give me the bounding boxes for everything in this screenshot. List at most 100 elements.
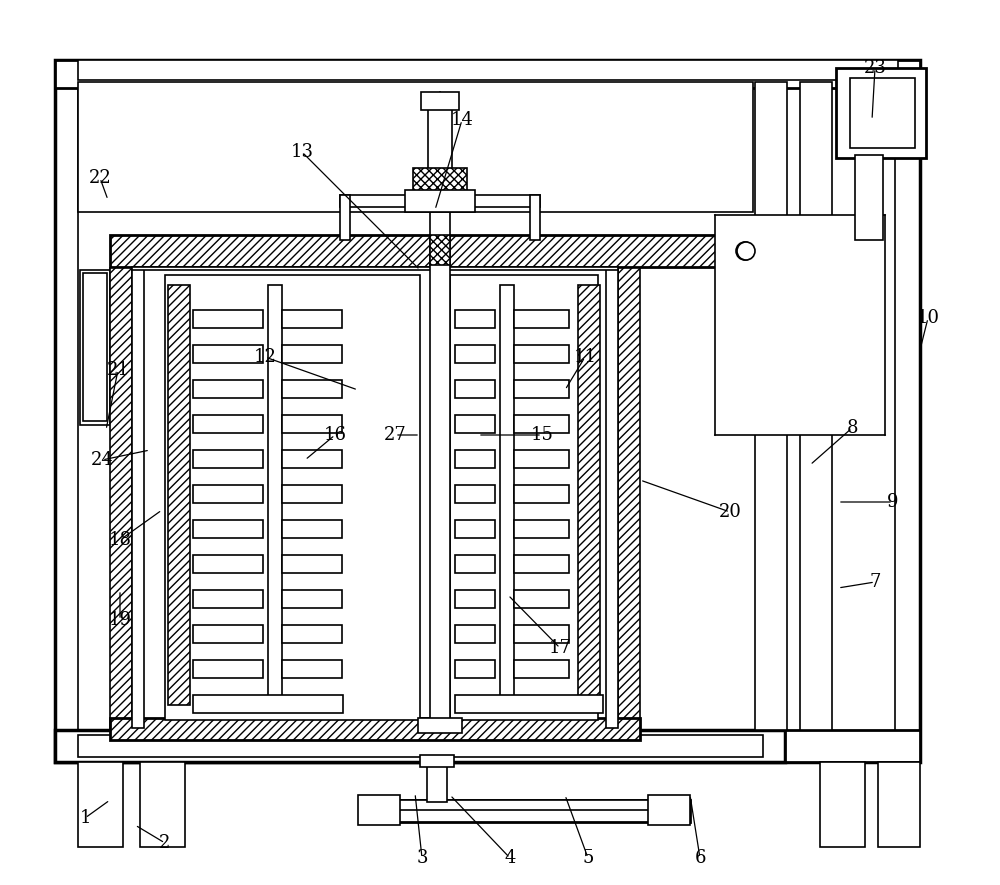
Bar — [455, 345, 495, 363]
Bar — [193, 555, 263, 573]
Bar — [193, 345, 263, 363]
Text: 27: 27 — [384, 426, 406, 444]
Bar — [132, 268, 144, 728]
Bar — [110, 268, 132, 728]
Text: 10: 10 — [916, 309, 940, 327]
Bar — [268, 285, 282, 705]
Bar — [455, 520, 495, 538]
Bar — [785, 730, 920, 762]
Bar — [55, 60, 920, 88]
Text: 5: 5 — [582, 849, 594, 867]
Bar — [514, 555, 569, 573]
Bar — [430, 235, 450, 265]
Bar — [514, 485, 569, 503]
Bar — [455, 310, 495, 328]
Bar — [168, 285, 190, 705]
Text: 8: 8 — [846, 419, 858, 437]
Bar — [340, 195, 415, 207]
Bar — [193, 415, 263, 433]
Bar — [514, 590, 569, 608]
Bar — [836, 68, 926, 158]
Bar — [78, 82, 753, 212]
Bar — [78, 762, 123, 847]
Bar — [455, 625, 495, 643]
Bar — [83, 273, 107, 421]
Bar — [514, 380, 569, 398]
Bar — [78, 60, 898, 80]
Text: 14: 14 — [451, 111, 473, 129]
Text: 20: 20 — [719, 503, 741, 521]
Bar — [514, 625, 569, 643]
Bar — [165, 275, 420, 720]
Bar — [193, 310, 263, 328]
Bar — [358, 795, 400, 825]
Bar — [455, 590, 495, 608]
Text: 9: 9 — [887, 493, 899, 511]
Text: 1: 1 — [79, 809, 91, 827]
Bar — [193, 625, 263, 643]
Bar — [282, 415, 342, 433]
Bar — [850, 78, 915, 148]
Bar — [450, 275, 598, 720]
Bar — [855, 155, 883, 240]
Bar — [755, 82, 787, 730]
Bar — [420, 755, 454, 767]
Bar — [421, 92, 459, 110]
Bar — [500, 285, 514, 705]
Bar — [430, 212, 450, 722]
Text: 12: 12 — [254, 348, 276, 366]
Bar — [55, 60, 920, 762]
Bar — [140, 762, 185, 847]
Text: 11: 11 — [574, 348, 596, 366]
Bar — [606, 268, 618, 728]
Bar — [80, 270, 110, 425]
Bar — [282, 520, 342, 538]
Bar — [282, 310, 342, 328]
Text: 15: 15 — [531, 426, 553, 444]
Bar — [360, 800, 690, 810]
Bar — [455, 415, 495, 433]
Text: 2: 2 — [159, 834, 171, 852]
Bar — [455, 450, 495, 468]
Bar — [820, 762, 865, 847]
Bar — [427, 762, 447, 802]
Bar — [282, 590, 342, 608]
Bar — [282, 450, 342, 468]
Bar — [282, 380, 342, 398]
Bar — [418, 718, 462, 733]
Bar — [340, 195, 350, 240]
Bar — [78, 82, 895, 740]
Bar — [618, 268, 640, 728]
Bar — [193, 695, 343, 713]
Bar — [78, 735, 763, 757]
Text: 13: 13 — [290, 143, 314, 161]
Text: 7: 7 — [869, 573, 881, 591]
Bar — [715, 215, 885, 435]
Text: 18: 18 — [108, 531, 132, 549]
Bar — [455, 555, 495, 573]
Text: 16: 16 — [324, 426, 347, 444]
Bar — [514, 450, 569, 468]
Text: 24: 24 — [91, 451, 113, 469]
Bar — [514, 310, 569, 328]
Bar — [465, 195, 540, 207]
Text: 21: 21 — [107, 361, 129, 379]
Bar — [455, 695, 603, 713]
Text: 6: 6 — [694, 849, 706, 867]
Bar — [405, 190, 475, 212]
Circle shape — [737, 242, 755, 260]
Text: 17: 17 — [549, 639, 571, 657]
Bar — [455, 380, 495, 398]
Bar — [455, 660, 495, 678]
Bar — [282, 660, 342, 678]
Bar — [878, 762, 920, 847]
Bar — [428, 100, 452, 172]
Bar — [55, 730, 785, 762]
Bar — [514, 660, 569, 678]
Bar — [110, 718, 640, 740]
Bar — [110, 235, 745, 267]
Bar — [360, 800, 690, 822]
Bar — [514, 345, 569, 363]
Bar — [282, 345, 342, 363]
Circle shape — [736, 242, 754, 260]
